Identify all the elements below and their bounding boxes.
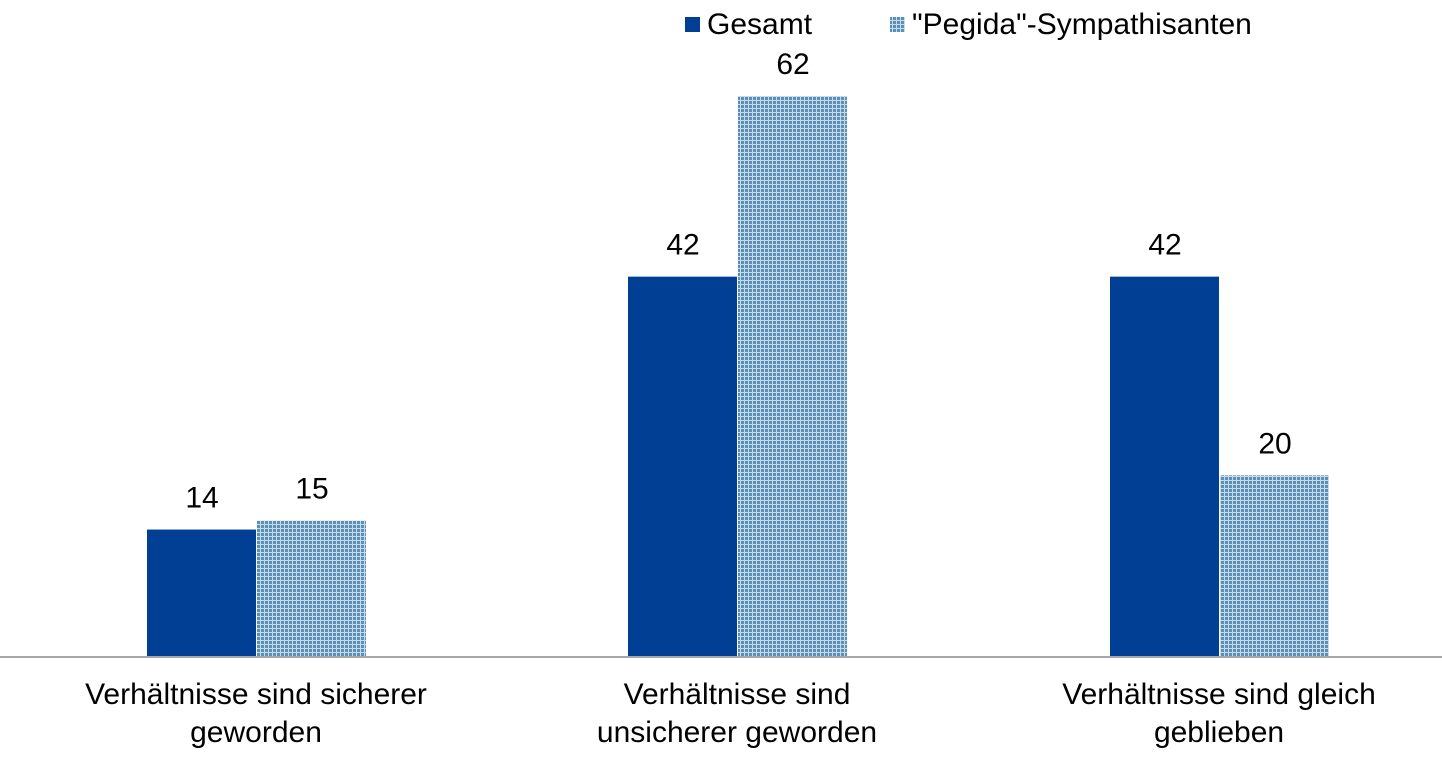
bar bbox=[738, 96, 847, 656]
value-label: 62 bbox=[776, 48, 809, 81]
value-label: 42 bbox=[1148, 229, 1181, 262]
bar bbox=[147, 529, 256, 656]
legend-label: Gesamt bbox=[707, 8, 813, 41]
value-label: 14 bbox=[185, 481, 218, 514]
legend-marker bbox=[685, 17, 700, 32]
category-label: Verhältnisse sind gleich geblieben bbox=[1062, 678, 1376, 749]
legend-label: "Pegida"-Sympathisanten bbox=[912, 8, 1252, 41]
bar bbox=[628, 276, 737, 656]
category-label: Verhältnisse sind unsicherer geworden bbox=[596, 678, 878, 749]
category-label: Verhältnisse sind sicherer geworden bbox=[85, 678, 427, 749]
legend-marker bbox=[890, 17, 905, 32]
value-label: 15 bbox=[295, 472, 328, 505]
bar bbox=[257, 520, 366, 656]
bar bbox=[1220, 475, 1329, 656]
value-label: 20 bbox=[1258, 427, 1291, 460]
bar bbox=[1110, 276, 1219, 656]
value-label: 42 bbox=[666, 229, 699, 262]
